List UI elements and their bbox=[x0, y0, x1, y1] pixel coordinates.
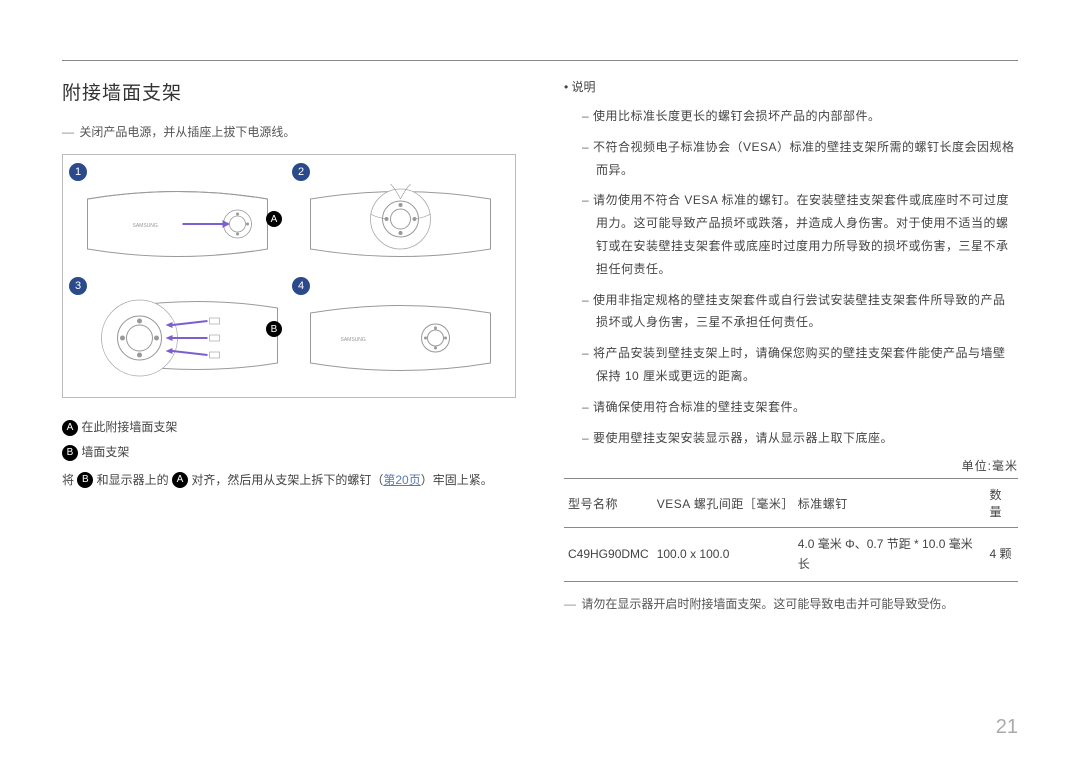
notes-header: 说明 bbox=[564, 78, 1018, 95]
diagram-container: 1 SAMSUNG A bbox=[62, 154, 516, 398]
intro-text: 关闭产品电源，并从插座上拔下电源线。 bbox=[62, 123, 516, 140]
diagram-row-1: 1 SAMSUNG A bbox=[75, 169, 503, 269]
td-screw: 4.0 毫米 Φ、0.7 节距 * 10.0 毫米 长 bbox=[794, 528, 986, 581]
td-model: C49HG90DMC bbox=[564, 528, 653, 581]
step-badge-2: 2 bbox=[292, 163, 310, 181]
asm-mid1: 和显示器上的 bbox=[93, 473, 172, 487]
diagram-svg-3 bbox=[75, 283, 280, 383]
th-qty: 数量 bbox=[985, 479, 1018, 528]
legend-b: B 墙面支架 bbox=[62, 441, 516, 464]
diagram-row-2: 3 bbox=[75, 283, 503, 383]
diagram-svg-4: SAMSUNG bbox=[298, 283, 503, 383]
note-item: 请勿使用不符合 VESA 标准的螺钉。在安装壁挂支架套件或底座时不可过度用力。这… bbox=[582, 189, 1018, 280]
badge-a-icon: A bbox=[62, 420, 78, 436]
step-badge-3: 3 bbox=[69, 277, 87, 295]
table-row: C49HG90DMC 100.0 x 100.0 4.0 毫米 Φ、0.7 节距… bbox=[564, 528, 1018, 581]
note-item: 不符合视频电子标准协会（VESA）标准的壁挂支架所需的螺钉长度会因规格而异。 bbox=[582, 136, 1018, 182]
unit-label: 单位:毫米 bbox=[564, 457, 1018, 474]
legend-b-text: 墙面支架 bbox=[81, 445, 129, 459]
left-column: 附接墙面支架 关闭产品电源，并从插座上拔下电源线。 1 SAMSUNG bbox=[62, 54, 516, 615]
th-vesa: VESA 螺孔间距［毫米］ bbox=[653, 479, 794, 528]
note-item: 使用非指定规格的壁挂支架套件或自行尝试安装壁挂支架套件所导致的产品损坏或人身伤害… bbox=[582, 289, 1018, 335]
page-content: 附接墙面支架 关闭产品电源，并从插座上拔下电源线。 1 SAMSUNG bbox=[0, 0, 1080, 645]
page-number: 21 bbox=[996, 716, 1018, 739]
th-model: 型号名称 bbox=[564, 479, 653, 528]
step-badge-1: 1 bbox=[69, 163, 87, 181]
note-item: 将产品安装到壁挂支架上时，请确保您购买的壁挂支架套件能使产品与墙壁保持 10 厘… bbox=[582, 342, 1018, 388]
inline-badge-b: B bbox=[77, 472, 93, 488]
asm-post: ）牢固上紧。 bbox=[421, 473, 493, 487]
spec-table: 型号名称 VESA 螺孔间距［毫米］ 标准螺钉 数量 C49HG90DMC 10… bbox=[564, 478, 1018, 581]
badge-b-icon: B bbox=[62, 445, 78, 461]
assembly-instruction: 将 B 和显示器上的 A 对齐，然后用从支架上拆下的螺钉（第20页）牢固上紧。 bbox=[62, 470, 516, 492]
label-a-marker: A bbox=[266, 211, 282, 227]
legend-a-text: 在此附接墙面支架 bbox=[81, 420, 177, 434]
svg-text:SAMSUNG: SAMSUNG bbox=[341, 337, 366, 343]
note-item: 使用比标准长度更长的螺钉会损坏产品的内部部件。 bbox=[582, 105, 1018, 128]
diagram-step-2: 2 bbox=[298, 169, 503, 269]
table-header-row: 型号名称 VESA 螺孔间距［毫米］ 标准螺钉 数量 bbox=[564, 479, 1018, 528]
right-column: 说明 使用比标准长度更长的螺钉会损坏产品的内部部件。 不符合视频电子标准协会（V… bbox=[564, 54, 1018, 615]
th-screw: 标准螺钉 bbox=[794, 479, 986, 528]
section-heading: 附接墙面支架 bbox=[62, 78, 516, 105]
asm-pre: 将 bbox=[62, 473, 77, 487]
notes-list: 使用比标准长度更长的螺钉会损坏产品的内部部件。 不符合视频电子标准协会（VESA… bbox=[564, 105, 1018, 449]
asm-mid2: 对齐，然后用从支架上拆下的螺钉（ bbox=[188, 473, 383, 487]
svg-text:SAMSUNG: SAMSUNG bbox=[133, 223, 158, 229]
diagram-step-3: 3 bbox=[75, 283, 280, 383]
step-badge-4: 4 bbox=[292, 277, 310, 295]
diagram-step-4: 4 SAMSUNG bbox=[298, 283, 503, 383]
top-rule bbox=[62, 60, 1018, 61]
legend-a: A 在此附接墙面支架 bbox=[62, 416, 516, 439]
warning-text: 请勿在显示器开启时附接墙面支架。这可能导致电击并可能导致受伤。 bbox=[564, 594, 1018, 616]
diagram-step-1: 1 SAMSUNG A bbox=[75, 169, 280, 269]
diagram-svg-1: SAMSUNG bbox=[75, 169, 280, 269]
note-item: 请确保使用符合标准的壁挂支架套件。 bbox=[582, 396, 1018, 419]
label-b-marker: B bbox=[266, 321, 282, 337]
diagram-svg-2 bbox=[298, 169, 503, 269]
page-link[interactable]: 第20页 bbox=[383, 473, 420, 487]
td-vesa: 100.0 x 100.0 bbox=[653, 528, 794, 581]
inline-badge-a: A bbox=[172, 472, 188, 488]
note-item: 要使用壁挂支架安装显示器，请从显示器上取下底座。 bbox=[582, 427, 1018, 450]
legend: A 在此附接墙面支架 B 墙面支架 bbox=[62, 416, 516, 464]
td-qty: 4 颗 bbox=[985, 528, 1018, 581]
